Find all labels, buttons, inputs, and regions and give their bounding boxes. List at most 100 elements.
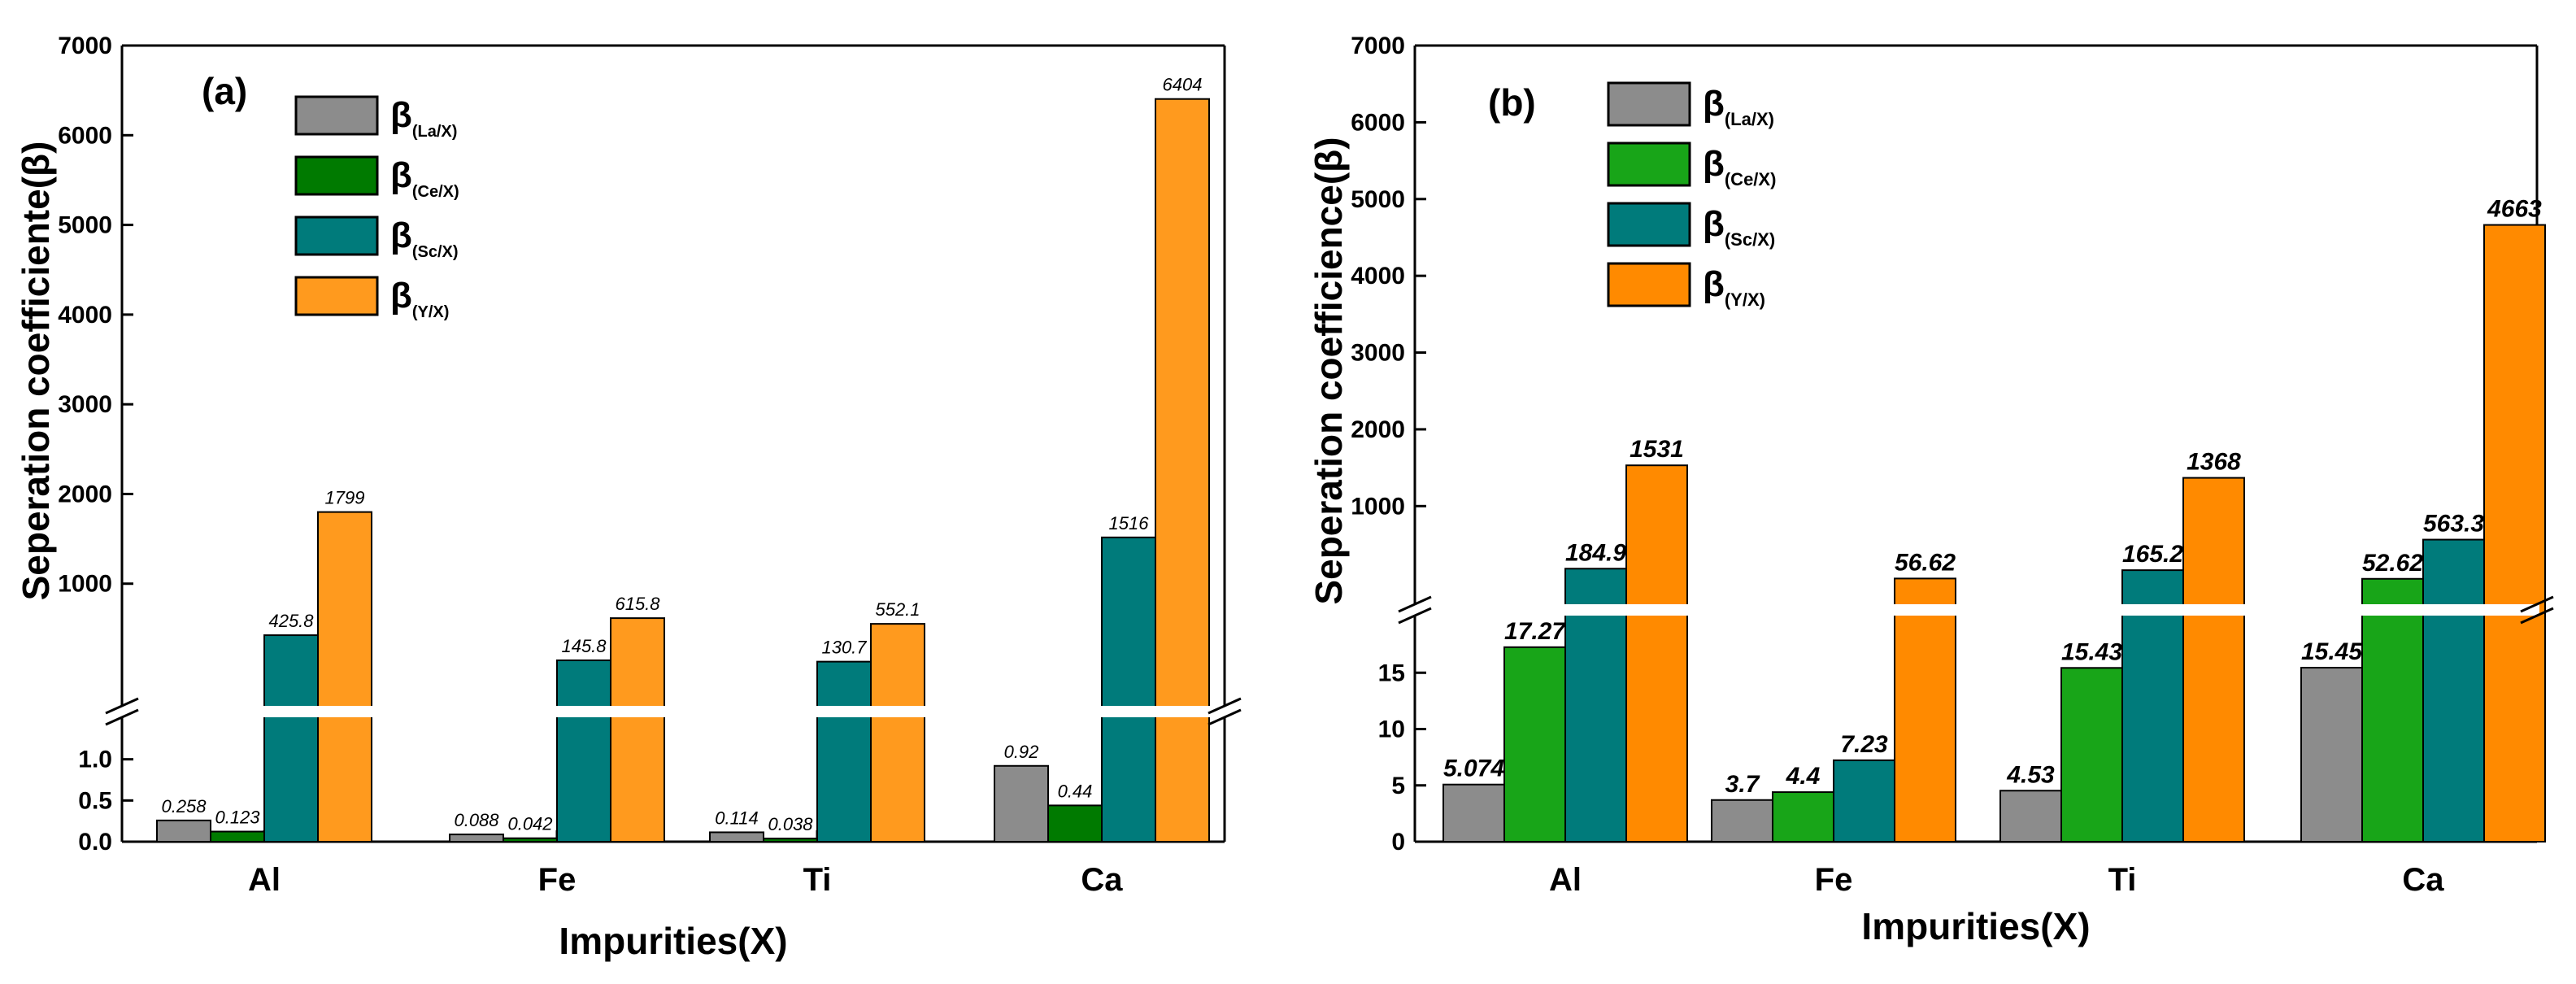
panel-label: (b) [1488, 81, 1536, 124]
y-tick-label: 1000 [58, 571, 112, 598]
data-label: 145.8 [561, 636, 607, 656]
bar [2182, 477, 2245, 842]
bar [1442, 783, 1505, 842]
data-label: 15.43 [2061, 638, 2122, 665]
legend-subscript: (Y/X) [1725, 290, 1765, 310]
bar [816, 660, 872, 842]
y-tick-label: 4000 [58, 302, 112, 329]
bar [763, 838, 818, 842]
data-label: 0.088 [454, 810, 499, 830]
y-tick-label: 5 [1391, 773, 1405, 799]
data-label: 15.45 [2301, 638, 2363, 665]
y-tick-label: 6000 [58, 122, 112, 149]
y-tick-label: 7000 [1351, 33, 1405, 59]
x-category-label: Ca [2402, 862, 2444, 898]
legend-symbol: β [390, 216, 412, 255]
bar [556, 659, 611, 842]
legend-entry: β(La/X) [1703, 84, 1774, 129]
bar [610, 617, 665, 842]
data-label: 425.8 [268, 611, 314, 631]
data-label: 1368 [2187, 449, 2241, 476]
legend-entry: β(Y/X) [1703, 264, 1765, 310]
chart-panel-a: 1000 2000 3000 4000 5000 6000 7000 0.0 0.5 1.0 Al F… [15, 33, 1242, 962]
legend-symbol: β [1703, 264, 1725, 304]
legend-subscript: (La/X) [1725, 109, 1774, 129]
y-axis-title: Seperation coefficience(β) [1308, 137, 1350, 604]
data-label: 1516 [1109, 513, 1150, 533]
legend-entry: β(Ce/X) [390, 155, 459, 201]
legend-entry: β(Y/X) [390, 276, 449, 321]
x-category-label: Ti [2108, 862, 2137, 898]
bar [1894, 577, 1956, 842]
data-label: 4.53 [2006, 761, 2055, 788]
axis-break-slash [105, 697, 139, 715]
panel-label: (a) [202, 70, 247, 112]
bar [1772, 791, 1834, 842]
axis-break-slash [105, 708, 139, 726]
y-tick-label: 1000 [1351, 493, 1405, 520]
bar [156, 819, 211, 843]
data-label: 563.3 [2423, 511, 2484, 538]
data-label: 17.27 [1504, 618, 1566, 645]
data-label: 4.4 [1786, 763, 1821, 790]
bar [2361, 577, 2424, 842]
bar [1999, 790, 2062, 843]
axis-break-slash [1398, 607, 1432, 625]
legend-swatch [1607, 262, 1691, 307]
legend: β(La/X)β(Ce/X)β(Sc/X)β(Y/X) [294, 95, 459, 321]
data-label: 0.258 [161, 796, 207, 816]
y-tick-label: 0.5 [78, 787, 112, 814]
axis-break-slash [1208, 708, 1242, 726]
data-label: 0.042 [507, 814, 552, 834]
data-label: 184.9 [1565, 539, 1626, 566]
data-label: 7.23 [1840, 731, 1888, 758]
legend-symbol: β [1703, 84, 1725, 124]
bar [449, 834, 504, 842]
y-tick-label: 5000 [58, 212, 112, 239]
legend-subscript: (Ce/X) [1725, 169, 1777, 189]
bar [2300, 667, 2363, 843]
bar [263, 634, 319, 842]
data-label: 0.114 [715, 808, 758, 828]
y-tick-label: 0 [1391, 829, 1405, 856]
data-label: 4663 [2487, 196, 2542, 223]
axis-break-slash [2520, 607, 2554, 625]
data-label: 0.038 [768, 814, 813, 834]
y-tick-label: 5000 [1351, 186, 1405, 213]
axis-break-gap [1222, 706, 1227, 717]
chart-panel-b: 1000 2000 3000 4000 5000 6000 7000 0 5 10 15 Al Fe Ti… [1308, 33, 2554, 947]
y-tick-label: 2000 [58, 481, 112, 507]
x-category-label: Al [248, 862, 281, 898]
legend-subscript: (Sc/X) [412, 243, 459, 261]
y-tick-label: 6000 [1351, 109, 1405, 136]
legend: β(La/X)β(Ce/X)β(Sc/X)β(Y/X) [1607, 81, 1777, 310]
data-label: 0.123 [215, 808, 260, 828]
y-tick-label: 1.0 [78, 747, 112, 773]
bar [1155, 98, 1210, 843]
bar [709, 831, 764, 842]
bar [1047, 804, 1103, 842]
legend-entry: β(Sc/X) [390, 216, 459, 261]
bar [210, 830, 265, 843]
x-category-label: Al [1549, 862, 1582, 898]
legend-subscript: (Sc/X) [1725, 229, 1775, 250]
data-label: 130.7 [821, 638, 867, 658]
data-label: 1531 [1630, 436, 1684, 463]
legend-subscript: (La/X) [412, 123, 458, 141]
x-category-label: Ti [803, 862, 832, 898]
bar [2422, 538, 2485, 843]
data-label: 3.7 [1725, 771, 1760, 798]
data-label: 56.62 [1895, 549, 1956, 576]
axis-break-gap [1412, 604, 1417, 616]
legend-entry: β(La/X) [390, 95, 457, 141]
axis-break-gap [2535, 604, 2539, 616]
y-axis-title: Seperation coefficiente(β) [15, 142, 57, 601]
y-tick-label: 0.0 [78, 829, 112, 856]
bar [1625, 464, 1688, 842]
data-label: 1799 [325, 488, 365, 508]
x-category-label: Fe [538, 862, 577, 898]
bar [1833, 759, 1895, 842]
y-tick-label: 4000 [1351, 263, 1405, 290]
data-label: 552.1 [875, 599, 920, 620]
bar [1711, 799, 1773, 843]
